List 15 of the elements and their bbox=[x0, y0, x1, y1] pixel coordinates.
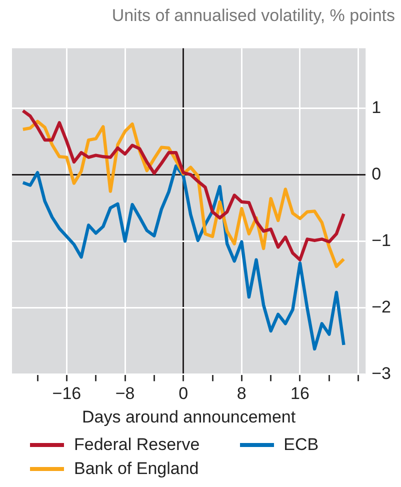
legend-label: Federal Reserve bbox=[74, 435, 200, 455]
y-tick-label: 0 bbox=[372, 164, 382, 184]
x-tick-label: 0 bbox=[178, 384, 188, 404]
x-tick-label: 16 bbox=[290, 384, 310, 404]
y-tick-label: −3 bbox=[372, 364, 392, 383]
y-tick-label: −2 bbox=[372, 297, 392, 316]
y-tick-label: 1 bbox=[372, 98, 382, 117]
x-tick-label: 8 bbox=[236, 384, 246, 404]
legend-label: Bank of England bbox=[74, 459, 199, 479]
x-axis-title: Days around announcement bbox=[82, 407, 296, 426]
legend-label: ECB bbox=[284, 435, 319, 455]
x-tick-label: −16 bbox=[52, 384, 82, 404]
chart-title: Units of annualised volatility, % points bbox=[112, 6, 395, 26]
y-tick-label: −1 bbox=[372, 230, 392, 250]
x-tick-label: −8 bbox=[115, 384, 135, 404]
